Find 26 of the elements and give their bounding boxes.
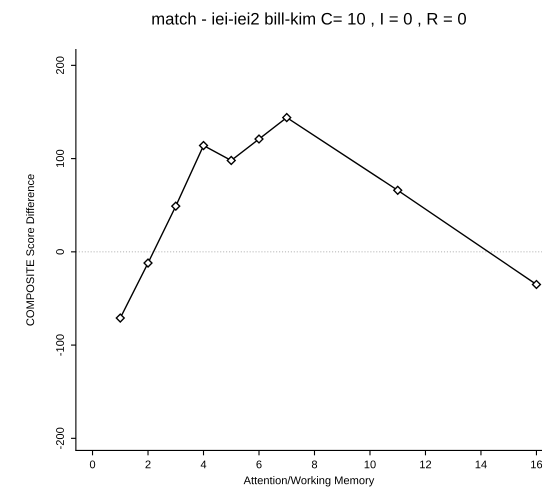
y-tick-label: 200 xyxy=(56,56,64,74)
point xyxy=(116,313,125,323)
x-tick-label: 2 xyxy=(145,460,151,468)
x-tick-label: 0 xyxy=(90,460,96,468)
point xyxy=(282,112,292,122)
point xyxy=(171,202,180,211)
point xyxy=(143,258,153,268)
point xyxy=(198,140,208,150)
y-tick-label: -100 xyxy=(56,334,64,356)
y-tick-label: -200 xyxy=(56,428,64,449)
x-tick-label: 8 xyxy=(312,460,318,468)
x-tick-label: 10 xyxy=(364,460,376,468)
x-tick-label: 16 xyxy=(531,460,542,468)
point xyxy=(226,156,236,166)
x-tick-label: 14 xyxy=(476,460,487,468)
y-tick-label: 100 xyxy=(56,150,64,168)
x-tick-label: 12 xyxy=(420,460,432,468)
point xyxy=(254,134,264,144)
point xyxy=(532,280,542,290)
x-tick-label: 4 xyxy=(200,460,206,468)
x-axis-title: Attention/Working Memory xyxy=(244,476,374,486)
y-axis-title: COMPOSITE Score Difference xyxy=(26,174,34,326)
x-tick-label: 6 xyxy=(256,460,262,468)
chart-title: match - iei-iei2 bill-kim C= 10 , I = 0 , R = 0 xyxy=(152,12,466,27)
point xyxy=(393,186,402,195)
y-tick-label: 0 xyxy=(56,249,64,254)
